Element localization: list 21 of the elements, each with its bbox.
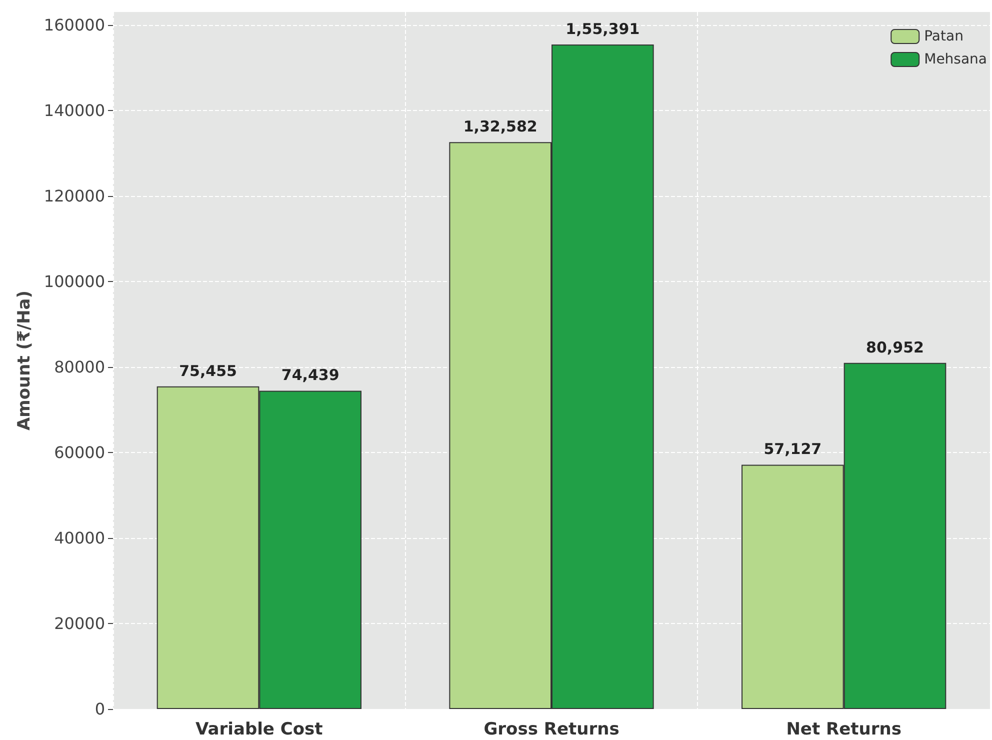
y-tick-label: 140000 [44, 100, 105, 120]
y-tick-label: 0 [94, 700, 105, 718]
y-tick-label: 60000 [54, 442, 105, 462]
x-tick-label: Net Returns [786, 720, 902, 740]
x-tick-label: Gross Returns [484, 720, 620, 740]
x-tick-label: Variable Cost [196, 720, 323, 740]
data-label: 80,952 [866, 338, 924, 356]
y-axis-title: Amount (₹/Ha) [14, 290, 34, 431]
y-tick-label: 160000 [44, 15, 105, 34]
y-tick-label: 40000 [54, 528, 105, 548]
legend-label: Mehsana [924, 52, 987, 68]
data-label: 1,32,582 [463, 118, 538, 136]
y-tick-label: 120000 [44, 186, 105, 206]
data-label: 1,55,391 [566, 20, 640, 38]
y-tick-label: 100000 [44, 272, 105, 291]
data-label: 75,455 [179, 362, 237, 380]
y-tick-label: 80000 [54, 357, 105, 376]
y-tick-label: 20000 [54, 614, 105, 633]
legend-label: Patan [924, 28, 964, 44]
data-label: 74,439 [281, 366, 340, 384]
data-label: 57,127 [764, 440, 822, 458]
